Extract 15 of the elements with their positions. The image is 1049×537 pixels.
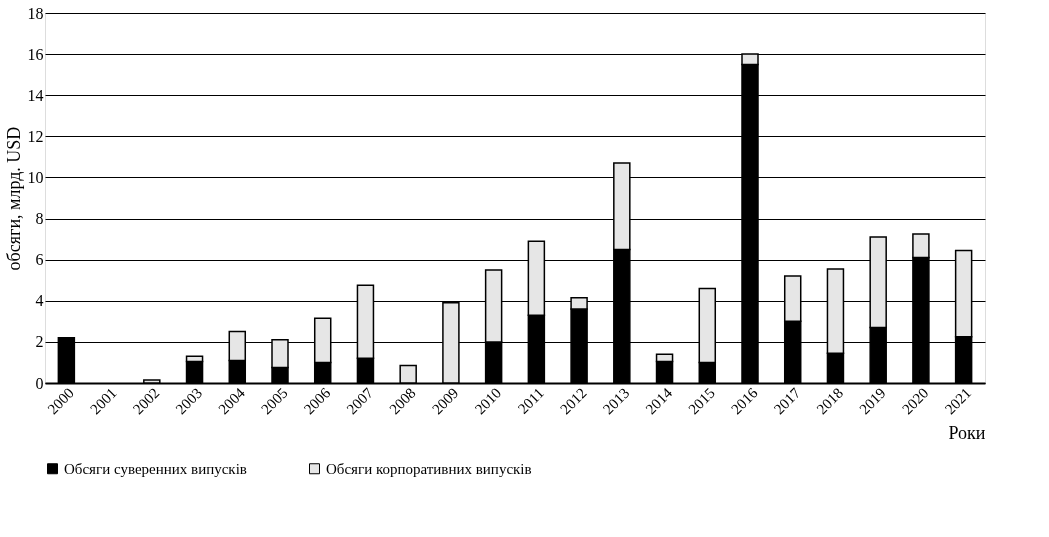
y-tick-label: 2 bbox=[35, 333, 44, 351]
y-axis-title: обсяги, млрд. USD bbox=[3, 126, 24, 271]
y-tick-label: 8 bbox=[35, 210, 44, 228]
y-tick-label: 6 bbox=[35, 251, 44, 269]
legend-label: Обсяги корпоративних випусків bbox=[326, 460, 532, 477]
legend-label: Обсяги суверенних випусків bbox=[64, 460, 247, 477]
y-tick-label: 10 bbox=[27, 168, 44, 186]
y-tick-label: 14 bbox=[27, 86, 44, 104]
x-tick-label: 2011 bbox=[514, 384, 547, 417]
y-tick-label: 18 bbox=[27, 4, 44, 22]
y-tick-label: 12 bbox=[27, 127, 44, 145]
y-tick-label: 4 bbox=[35, 292, 44, 310]
x-axis-title: Роки bbox=[948, 423, 986, 444]
y-tick-label: 16 bbox=[27, 45, 44, 63]
y-tick-label: 0 bbox=[35, 374, 44, 392]
